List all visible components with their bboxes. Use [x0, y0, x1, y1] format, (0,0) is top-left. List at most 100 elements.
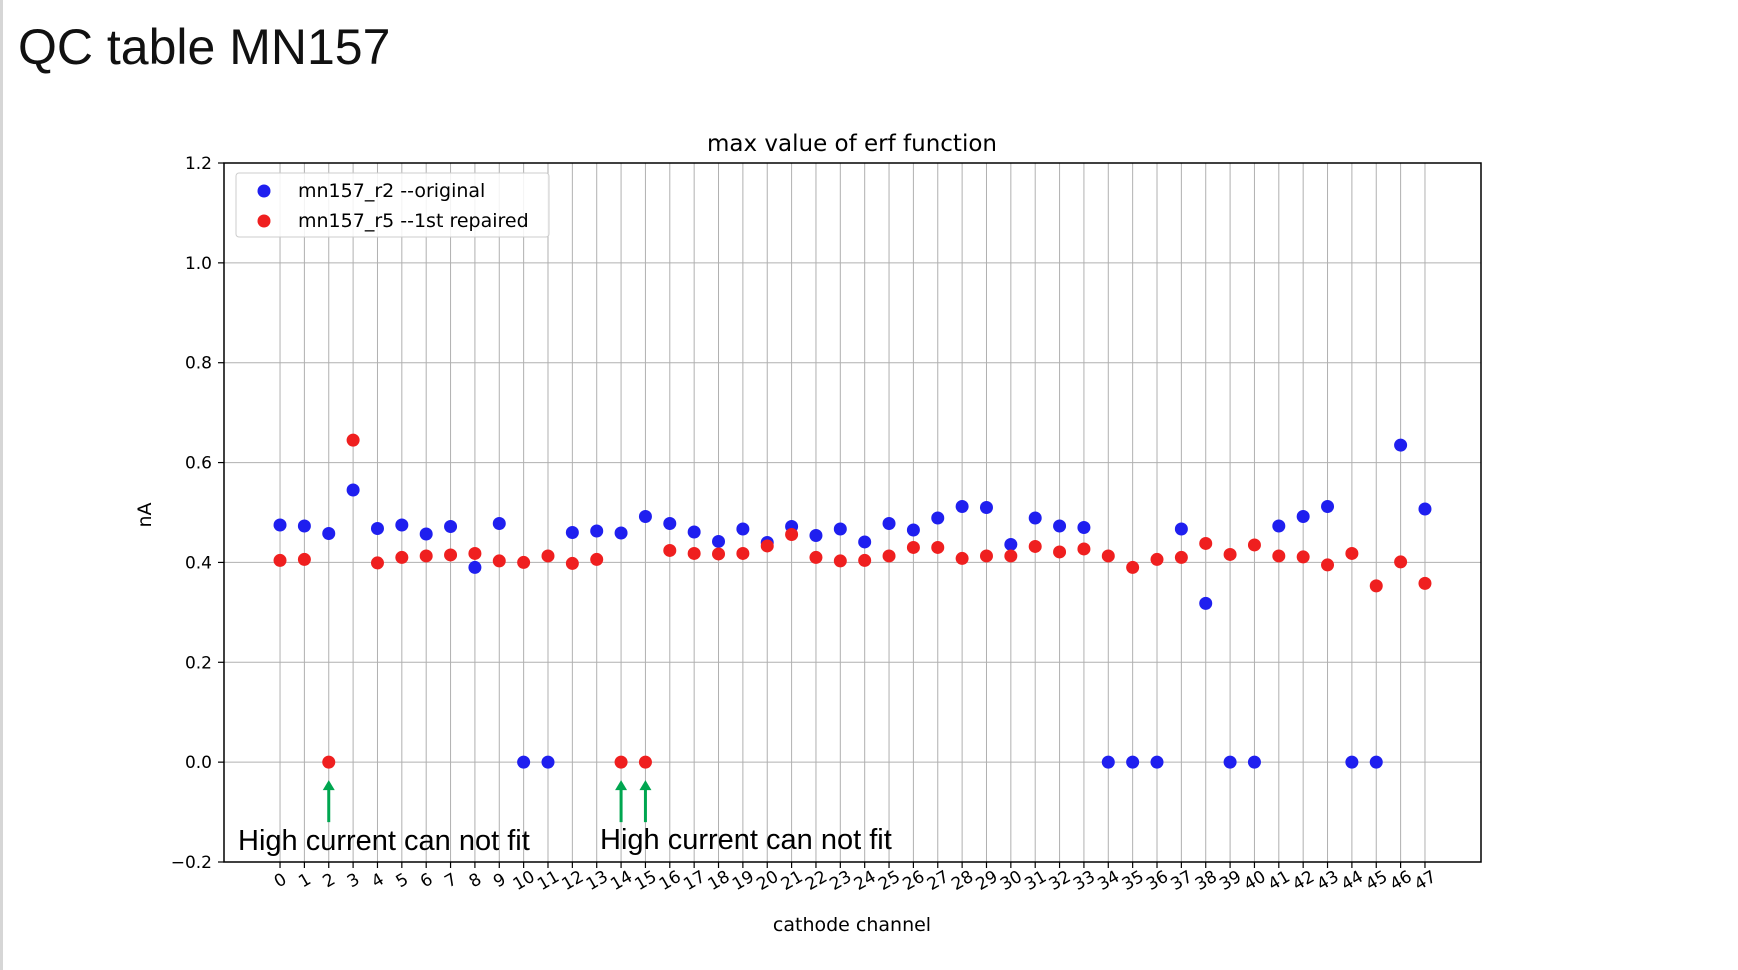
- point-repaired: [955, 551, 969, 565]
- x-tick-label: 2: [320, 869, 339, 892]
- annotation-high-current-1: High current can not fit: [238, 825, 530, 857]
- point-repaired: [1028, 539, 1042, 553]
- x-tick-label: 26: [900, 867, 929, 895]
- x-tick-label: 33: [1070, 867, 1099, 895]
- y-tick-label: 0.2: [185, 653, 212, 673]
- x-tick-label: 28: [948, 867, 977, 895]
- x-tick-label: 40: [1241, 867, 1270, 895]
- point-original: [955, 500, 969, 514]
- point-original: [1418, 502, 1432, 516]
- x-tick-label: 45: [1362, 867, 1391, 895]
- point-original: [590, 524, 604, 538]
- point-repaired: [736, 546, 750, 560]
- x-tick-label: 5: [393, 869, 412, 892]
- y-tick-label: −0.2: [171, 853, 212, 873]
- point-original: [858, 535, 872, 549]
- point-repaired: [444, 548, 458, 562]
- x-axis-ticks: 0 1 2 3 4 5 6 7 8 9 101112131415161718192021222324…: [271, 862, 1440, 895]
- point-repaired: [370, 556, 384, 570]
- point-repaired: [419, 549, 433, 563]
- point-repaired: [906, 540, 920, 554]
- point-original: [1150, 755, 1164, 769]
- point-original: [1174, 522, 1188, 536]
- point-original: [1004, 537, 1018, 551]
- x-tick-label: 6: [417, 869, 436, 892]
- point-original: [663, 516, 677, 530]
- point-original: [809, 528, 823, 542]
- point-original: [1028, 511, 1042, 525]
- point-repaired: [468, 546, 482, 560]
- annotation-arrow-head: [615, 780, 628, 791]
- point-repaired: [1174, 550, 1188, 564]
- x-tick-label: 13: [583, 867, 612, 895]
- x-tick-label: 43: [1314, 867, 1343, 895]
- point-original: [1369, 755, 1383, 769]
- x-tick-label: 36: [1143, 867, 1172, 895]
- point-repaired: [1345, 546, 1359, 560]
- point-repaired: [979, 549, 993, 563]
- point-original: [1199, 596, 1213, 610]
- legend-label-original: mn157_r2 --original: [298, 180, 485, 202]
- x-tick-label: 11: [534, 867, 563, 895]
- x-tick-label: 15: [632, 867, 661, 895]
- point-original: [492, 516, 506, 530]
- slide-left-edge: [0, 0, 3, 970]
- annotation-arrow-head: [639, 780, 652, 791]
- annotation-arrow-head: [322, 780, 335, 791]
- point-original: [1053, 519, 1067, 533]
- point-original: [1101, 755, 1115, 769]
- y-axis-label: nA: [134, 502, 156, 527]
- point-original: [1247, 755, 1261, 769]
- point-original: [419, 527, 433, 541]
- point-repaired: [565, 556, 579, 570]
- point-original: [1394, 438, 1408, 452]
- point-original: [979, 501, 993, 515]
- point-repaired: [1369, 579, 1383, 593]
- point-original: [687, 525, 701, 539]
- point-repaired: [1272, 549, 1286, 563]
- point-repaired: [590, 552, 604, 566]
- x-tick-label: 16: [656, 867, 685, 895]
- chart-title: max value of erf function: [707, 131, 997, 157]
- point-repaired: [1296, 550, 1310, 564]
- point-repaired: [395, 550, 409, 564]
- x-tick-label: 27: [924, 867, 953, 895]
- point-repaired: [712, 547, 726, 561]
- x-tick-label: 29: [973, 867, 1002, 895]
- point-repaired: [882, 549, 896, 563]
- x-tick-label: 31: [1021, 867, 1050, 895]
- point-original: [346, 483, 360, 497]
- x-tick-label: 41: [1265, 867, 1294, 895]
- x-tick-label: 12: [558, 867, 587, 895]
- x-tick-label: 17: [680, 867, 709, 895]
- point-original: [931, 511, 945, 525]
- legend-marker-original: [257, 184, 271, 198]
- x-tick-label: 22: [802, 867, 831, 895]
- point-original: [1272, 519, 1286, 533]
- y-axis-ticks: −0.2 0.0 0.2 0.4 0.6 0.8 1.0 1.2: [171, 154, 224, 873]
- point-original: [1296, 509, 1310, 523]
- point-original: [517, 755, 531, 769]
- point-repaired: [1418, 576, 1432, 590]
- point-repaired: [297, 552, 311, 566]
- point-original: [565, 525, 579, 539]
- point-repaired: [858, 553, 872, 567]
- annotation-high-current-2: High current can not fit: [600, 824, 892, 856]
- point-repaired: [1321, 558, 1335, 572]
- x-tick-label: 7: [441, 869, 460, 892]
- point-repaired: [687, 546, 701, 560]
- plot-frame: [223, 162, 1482, 863]
- x-tick-label: 38: [1192, 867, 1221, 895]
- point-original: [736, 522, 750, 536]
- point-original: [370, 521, 384, 535]
- point-original: [614, 526, 628, 540]
- point-original: [1126, 755, 1140, 769]
- point-repaired: [492, 554, 506, 568]
- y-tick-label: 0.8: [185, 354, 212, 374]
- legend-label-repaired: mn157_r5 --1st repaired: [298, 210, 529, 232]
- x-tick-label: 8: [466, 869, 485, 892]
- x-tick-label: 14: [607, 867, 636, 895]
- y-tick-label: 1.2: [185, 154, 212, 174]
- x-axis-label: cathode channel: [773, 914, 931, 936]
- point-repaired: [931, 540, 945, 554]
